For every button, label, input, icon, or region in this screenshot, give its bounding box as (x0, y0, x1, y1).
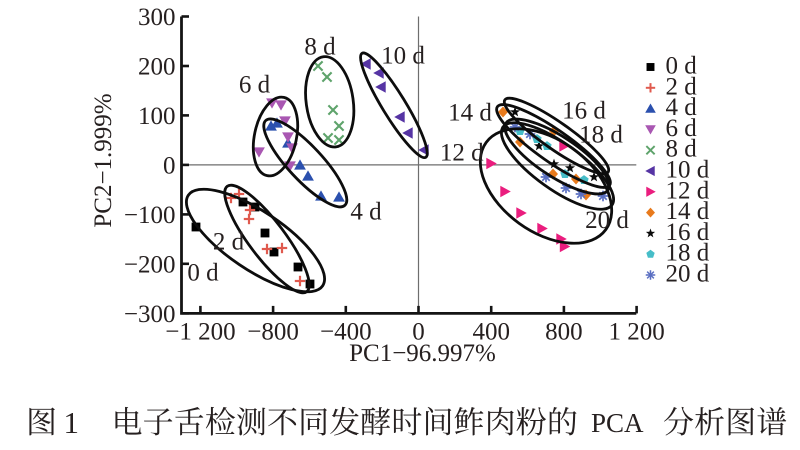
svg-text:−800: −800 (247, 319, 299, 346)
svg-text:PC1−96.997%: PC1−96.997% (349, 340, 496, 367)
svg-text:−400: −400 (320, 319, 372, 346)
svg-text:6 d: 6 d (666, 115, 698, 142)
svg-text:12 d: 12 d (666, 177, 710, 204)
svg-text:−200: −200 (124, 251, 176, 278)
svg-text:16 d: 16 d (666, 219, 710, 246)
svg-text:PCA: PCA (591, 408, 644, 438)
svg-text:2 d: 2 d (666, 73, 698, 100)
svg-text:300: 300 (138, 4, 176, 31)
svg-text:8 d: 8 d (304, 34, 336, 61)
svg-text:6 d: 6 d (239, 72, 271, 99)
svg-text:14 d: 14 d (448, 100, 492, 127)
svg-text:400: 400 (472, 319, 510, 346)
svg-text:12 d: 12 d (440, 139, 484, 166)
svg-text:18 d: 18 d (579, 122, 623, 149)
svg-text:0 d: 0 d (666, 53, 698, 80)
svg-text:4 d: 4 d (666, 94, 698, 121)
svg-text:8 d: 8 d (666, 136, 698, 163)
svg-text:4 d: 4 d (350, 199, 382, 226)
svg-text:20 d: 20 d (585, 207, 629, 234)
svg-text:0 d: 0 d (187, 260, 219, 287)
svg-text:10 d: 10 d (666, 157, 710, 184)
svg-text:−100: −100 (124, 202, 176, 229)
svg-text:14 d: 14 d (666, 198, 710, 225)
svg-text:1 200: 1 200 (608, 319, 664, 346)
svg-text:18 d: 18 d (666, 240, 710, 267)
svg-text:800: 800 (545, 319, 583, 346)
svg-text:16 d: 16 d (562, 98, 606, 125)
svg-text:10 d: 10 d (381, 43, 425, 70)
svg-text:1: 1 (64, 405, 80, 440)
svg-text:20 d: 20 d (666, 261, 710, 288)
svg-text:−1 200: −1 200 (165, 319, 235, 346)
svg-text:0: 0 (163, 152, 176, 179)
svg-text:200: 200 (138, 54, 176, 81)
svg-text:−300: −300 (124, 301, 176, 328)
svg-text:2 d: 2 d (213, 229, 245, 256)
svg-text:100: 100 (138, 103, 176, 130)
svg-text:0: 0 (412, 319, 425, 346)
svg-text:PC2−1.999%: PC2−1.999% (90, 93, 117, 227)
